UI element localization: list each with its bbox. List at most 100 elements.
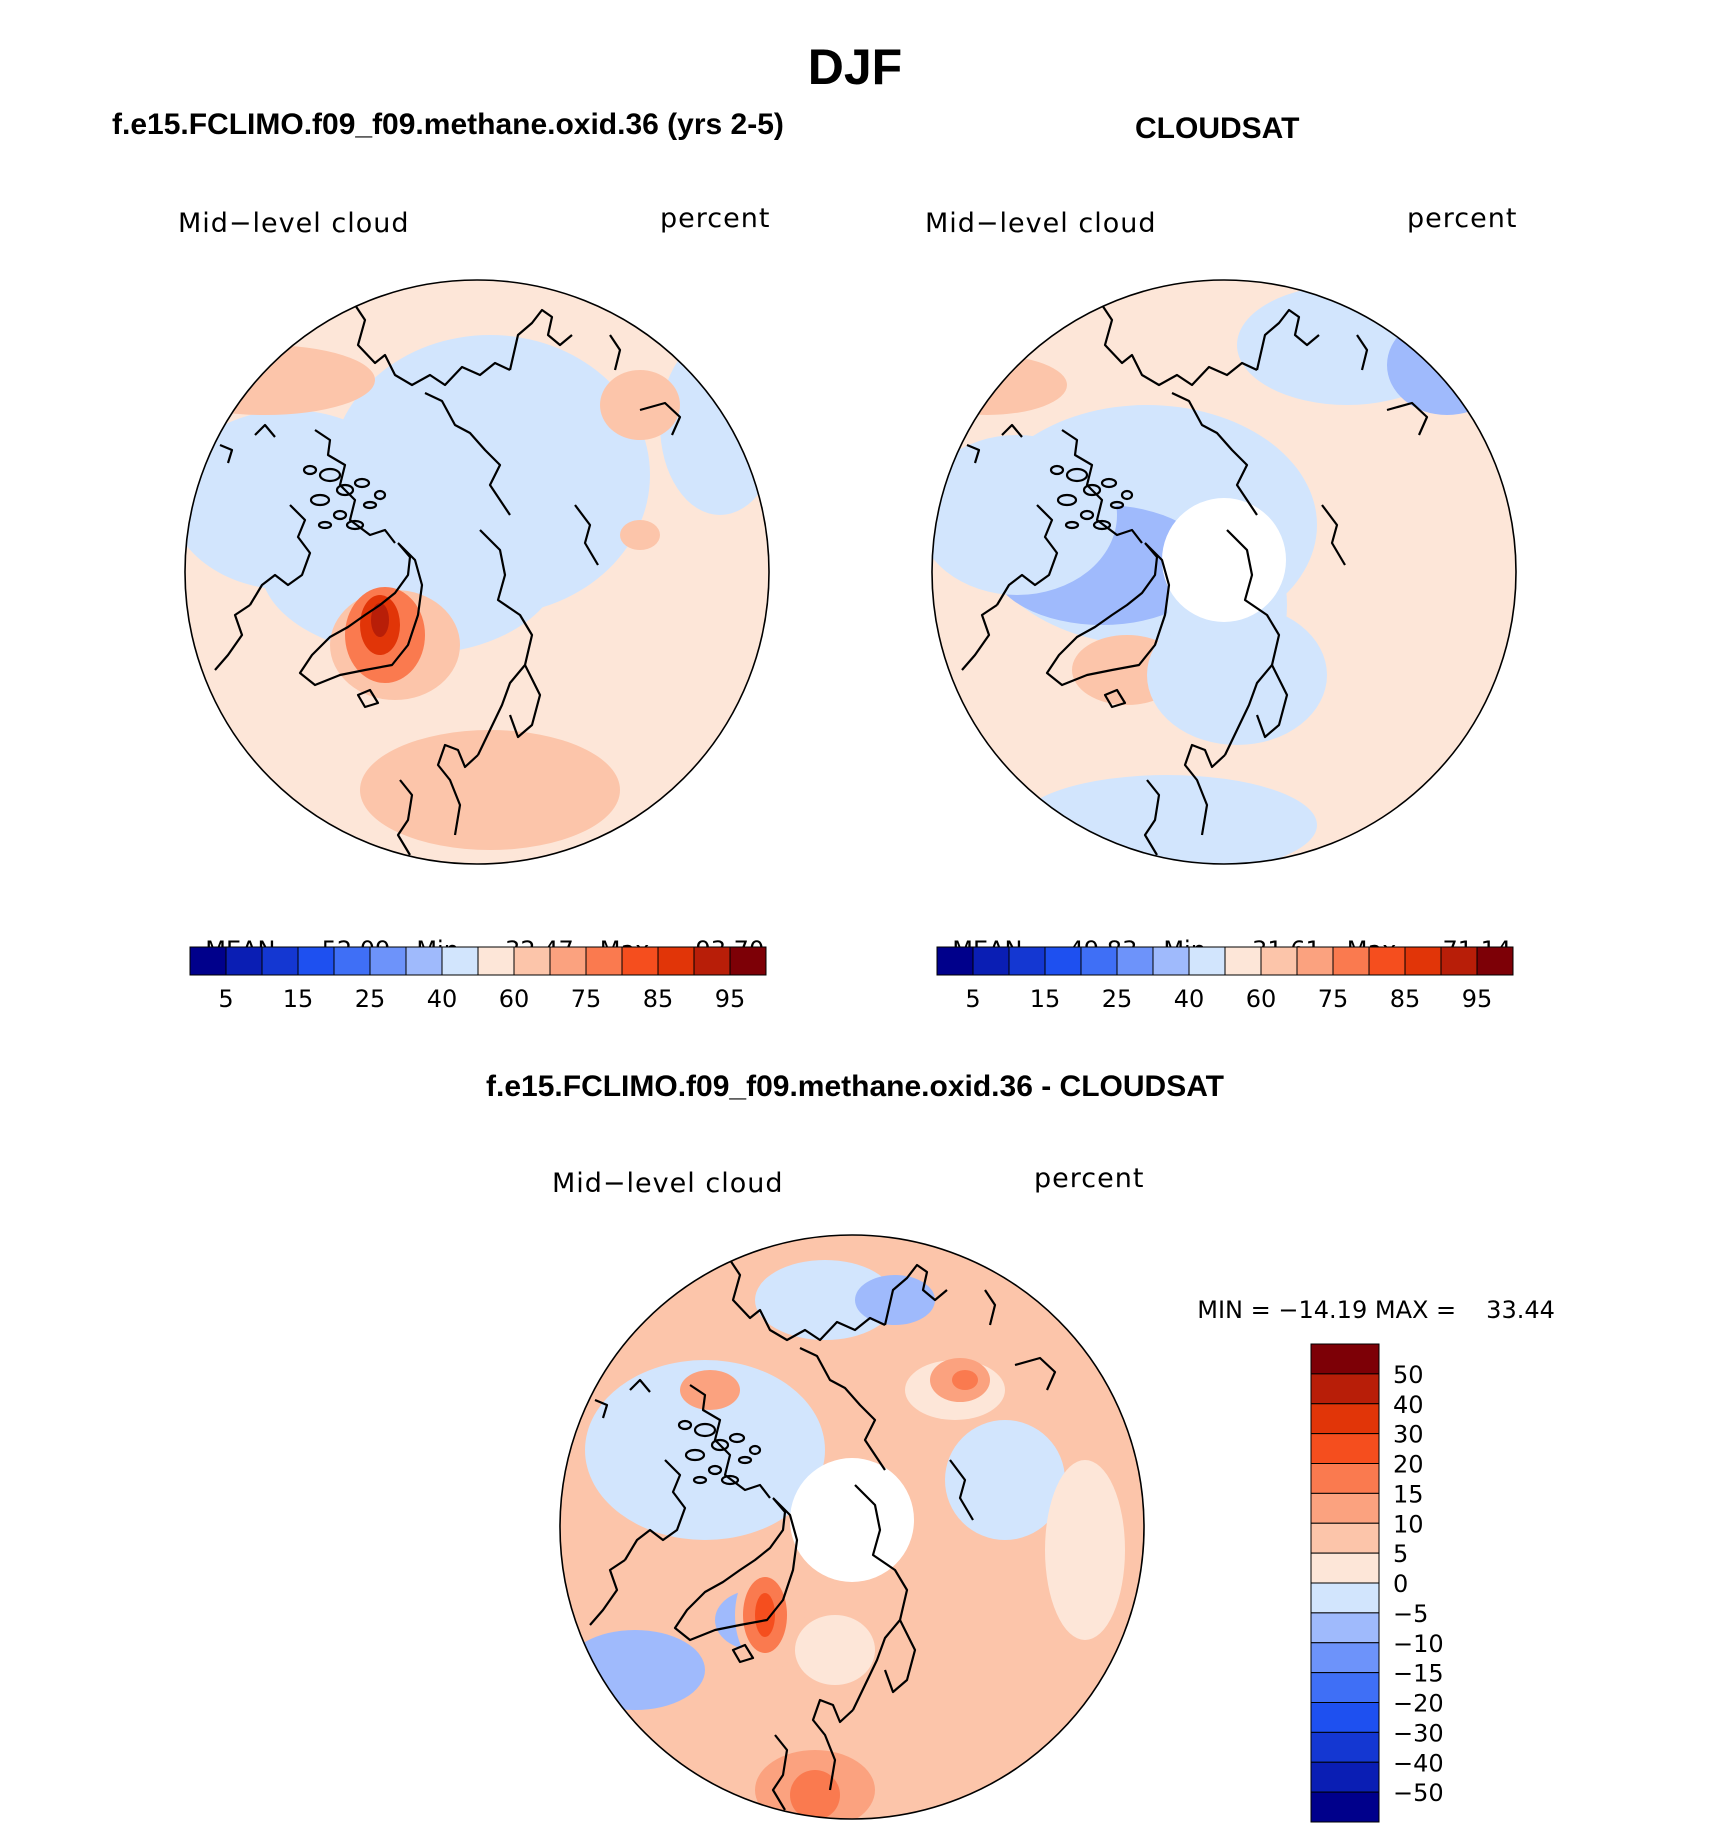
coastline	[254, 423, 276, 438]
island-coastline	[684, 1448, 706, 1462]
model-colorbar-tick-label: 15	[283, 985, 314, 1013]
diff-contour-region	[755, 1260, 895, 1340]
model-colorbar-box	[729, 946, 767, 976]
diff-colorbar-box	[1310, 1731, 1380, 1763]
obs-colorbar-tick-label: 95	[1462, 985, 1493, 1013]
diff-contour-region	[945, 1420, 1065, 1540]
diff-coastlines	[589, 1259, 1057, 1811]
island-coastline	[1082, 483, 1102, 497]
model-map-border	[184, 279, 770, 865]
obs-colorbar-tick-label: 15	[1030, 985, 1061, 1013]
diff-contour-region	[565, 1630, 705, 1710]
diff-colorbar-box	[1310, 1672, 1380, 1703]
island-coastline	[317, 520, 333, 530]
island-coastline	[332, 509, 348, 521]
coastline	[883, 1619, 917, 1694]
diff-contour-region	[952, 1370, 978, 1390]
obs-field	[932, 280, 1516, 864]
diff-colorbar-tick-label: 30	[1393, 1421, 1424, 1449]
model-colorbar-tick-label: 75	[571, 985, 602, 1013]
diff-colorbar-tick-label: 20	[1393, 1451, 1424, 1479]
obs-colorbar-box	[1008, 946, 1046, 976]
diff-max-label: MAX =	[1374, 1296, 1457, 1324]
model-colorbar-tick-label: 40	[427, 985, 458, 1013]
coastline	[508, 308, 573, 371]
model-colorbar-box	[261, 946, 299, 976]
model-colorbar-box	[333, 946, 371, 976]
coastline	[508, 664, 542, 739]
island-coastline	[345, 519, 365, 531]
model-colorbar-box	[549, 946, 587, 976]
coastline	[1321, 504, 1346, 566]
diff-panel-title: f.e15.FCLIMO.f09_f09.methane.oxid.36 - C…	[486, 1070, 1224, 1103]
model-polar-map	[184, 279, 770, 865]
model-colorbar-box	[477, 946, 515, 976]
model-colorbar-box	[657, 946, 695, 976]
diff-contour-region	[790, 1770, 840, 1819]
model-colorbar-box	[693, 946, 731, 976]
diff-colorbar-tick-label: −5	[1393, 1600, 1428, 1628]
diff-colorbar-tick-label: −50	[1393, 1779, 1444, 1807]
coastline	[673, 1497, 799, 1642]
diff-colorbar-tick-label: 0	[1393, 1570, 1408, 1598]
coastline	[1061, 429, 1143, 544]
coastline	[574, 504, 599, 566]
island-coastline	[1065, 467, 1089, 483]
coastline	[1183, 743, 1226, 836]
coastline	[589, 1559, 626, 1626]
obs-contour-region	[1387, 315, 1507, 415]
model-colorbar-box	[225, 946, 263, 976]
obs-polar-map	[931, 279, 1517, 865]
obs-colorbar-box	[1224, 946, 1262, 976]
obs-colorbar-box	[1332, 946, 1370, 976]
coastline	[609, 334, 622, 371]
obs-colorbar-box	[1152, 946, 1190, 976]
coastline	[852, 1484, 909, 1711]
model-contour-region	[185, 410, 410, 590]
coastline	[1171, 392, 1258, 516]
obs-colorbar-box	[936, 946, 974, 976]
island-coastline	[302, 464, 318, 476]
diff-colorbar-tick-label: 15	[1393, 1480, 1424, 1508]
obs-colorbar-box	[1116, 946, 1154, 976]
diff-contour-region	[680, 1370, 740, 1410]
coastline	[1101, 304, 1258, 387]
model-contour-region	[620, 520, 660, 550]
island-coastline	[335, 483, 355, 497]
coastline	[298, 542, 424, 687]
obs-colorbar-tick-label: 40	[1174, 985, 1205, 1013]
model-colorbar-tick-label: 5	[218, 985, 233, 1013]
diff-colorbar-tick-label: 50	[1393, 1361, 1424, 1389]
obs-colorbar-box	[1404, 946, 1442, 976]
coastline	[1045, 542, 1171, 687]
island-coastline	[707, 1464, 723, 1476]
model-units-label: percent	[660, 203, 771, 234]
obs-colorbar-box	[1188, 946, 1226, 976]
diff-variable-label: Mid−level cloud	[552, 1168, 784, 1199]
coastline	[594, 1398, 609, 1419]
model-contour-region	[371, 603, 389, 637]
island-coastline	[1064, 520, 1080, 530]
diff-colorbar-box	[1310, 1791, 1380, 1823]
obs-colorbar-box	[1260, 946, 1298, 976]
coastline	[1356, 334, 1369, 371]
island-coastline	[373, 489, 387, 501]
model-contour-region	[680, 555, 769, 755]
obs-colorbar-box	[1296, 946, 1334, 976]
coastline	[424, 392, 511, 516]
island-coastline	[318, 467, 342, 483]
diff-colorbar-box	[1310, 1642, 1380, 1674]
model-colorbar-box	[621, 946, 659, 976]
obs-units-label: percent	[1407, 203, 1518, 234]
diff-contour-region	[795, 1615, 875, 1685]
island-coastline	[362, 500, 378, 510]
coastline	[639, 401, 682, 436]
coastline	[949, 1459, 974, 1521]
model-colorbar-box	[405, 946, 443, 976]
obs-colorbar-box	[1368, 946, 1406, 976]
diff-contour-region	[755, 1593, 775, 1637]
obs-map-border	[931, 279, 1517, 865]
island-coastline	[737, 1455, 753, 1465]
coastline	[314, 429, 396, 544]
island-coastline	[1109, 500, 1125, 510]
